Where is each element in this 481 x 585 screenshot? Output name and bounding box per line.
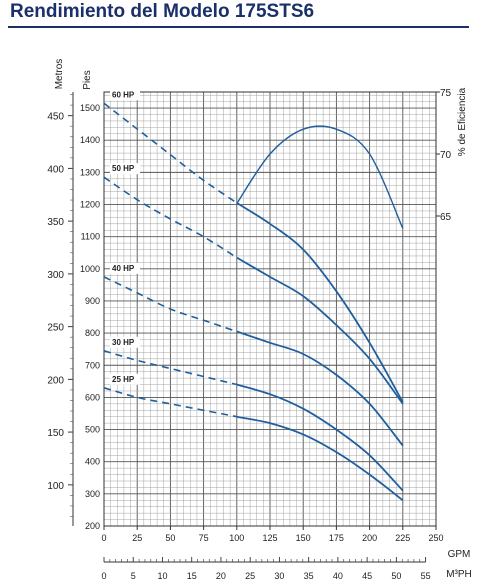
curve-label-60hp: 60 HP: [112, 90, 135, 99]
eff-tick-label: 70: [440, 150, 452, 161]
chart-title: Rendimiento del Modelo 175STS6: [10, 1, 315, 22]
meters-tick-label: 150: [47, 428, 64, 439]
curve-solid-25hp: [236, 415, 404, 502]
feet-tick-label: 700: [85, 360, 100, 370]
m3ph-tick-label: 45: [362, 571, 372, 581]
curve-solid-40hp: [236, 330, 404, 447]
grid-lines: [103, 92, 437, 527]
m3ph-tick-label: 55: [421, 571, 431, 581]
x-tick-label: 125: [262, 533, 277, 543]
m3ph-tick-label: 35: [304, 571, 314, 581]
feet-tick-label: 1300: [80, 167, 100, 177]
m3ph-tick-label: 40: [333, 571, 343, 581]
x-tick-label: 100: [229, 533, 244, 543]
curve-label-bg: [110, 89, 140, 101]
x-tick-label: 25: [132, 533, 142, 543]
m3ph-tick-label: 50: [391, 571, 401, 581]
m3ph-tick-label: 10: [157, 571, 167, 581]
meters-tick-label: 400: [47, 164, 64, 175]
y-axis-label-efficiency: % de Eficiencia: [457, 87, 468, 156]
feet-tick-label: 1500: [80, 103, 100, 113]
m3ph-tick-label: 5: [131, 571, 136, 581]
curve-label-bg: [110, 336, 140, 348]
m3ph-tick-label: 15: [187, 571, 197, 581]
curve-label-50hp: 50 HP: [112, 164, 135, 173]
m3ph-tick-label: 25: [245, 571, 255, 581]
curve-label-25hp: 25 HP: [112, 375, 135, 384]
curve-label-bg: [110, 373, 140, 385]
x-tick-label: 200: [362, 533, 377, 543]
feet-tick-label: 800: [85, 328, 100, 338]
y-axis-label-feet: Pies: [82, 70, 93, 89]
curve-dashed-60hp: [103, 102, 238, 204]
curve-solid-50hp: [236, 256, 404, 405]
curve-dashed-25hp: [103, 387, 237, 418]
x-tick-label: 225: [395, 533, 410, 543]
x-axis-label-m3ph: M³PH: [446, 569, 472, 580]
eff-tick-label: 75: [440, 88, 452, 99]
meters-tick-label: 100: [47, 481, 64, 492]
x-tick-label: 150: [296, 533, 311, 543]
meters-tick-label: 250: [47, 323, 64, 334]
x-tick-label: 75: [199, 533, 209, 543]
feet-tick-label: 900: [85, 296, 100, 306]
curve-solid-60hp: [236, 202, 404, 403]
feet-tick-label: 300: [85, 489, 100, 499]
curve-label-bg: [110, 163, 140, 175]
x-tick-label: 0: [101, 533, 106, 543]
x-tick-label: 50: [165, 533, 175, 543]
axes: 0 25 50 75 100 125 150 175 200 225 250200300400500…: [47, 88, 451, 581]
feet-tick-label: 400: [85, 457, 100, 467]
feet-tick-label: 1000: [80, 264, 100, 274]
meters-tick-label: 450: [47, 112, 64, 123]
m3ph-tick-label: 0: [101, 571, 106, 581]
curve-dashed-40hp: [103, 276, 238, 333]
m3ph-tick-label: 30: [274, 571, 284, 581]
y-axis-label-meters: Metros: [54, 59, 65, 90]
curve-dashed-50hp: [103, 176, 238, 259]
efficiency-curve-group: [236, 125, 404, 229]
curve-label-bg: [110, 262, 140, 274]
curve-solid-30hp: [236, 383, 404, 492]
meters-tick-label: 350: [47, 217, 64, 228]
head-curves: 60 HP 50 HP 40 HP 30 HP 25 HP: [103, 89, 404, 502]
eff-tick-label: 65: [440, 212, 452, 223]
meters-tick-label: 200: [47, 375, 64, 386]
x-tick-label: 175: [329, 533, 344, 543]
curve-label-40hp: 40 HP: [112, 264, 135, 273]
title-rule: [8, 26, 469, 28]
feet-tick-label: 1200: [80, 200, 100, 210]
m3ph-tick-label: 20: [216, 571, 226, 581]
curve-dashed-30hp: [103, 350, 237, 386]
axis-labels: GPM M³PH Metros Pies % de Eficiencia: [54, 59, 472, 580]
x-axis-label-gpm: GPM: [448, 549, 471, 560]
efficiency-curve: [236, 125, 404, 229]
feet-tick-label: 1100: [81, 232, 100, 242]
meters-tick-label: 300: [47, 270, 64, 281]
feet-tick-label: 200: [85, 521, 100, 531]
feet-tick-label: 1400: [80, 135, 100, 145]
x-tick-label: 250: [428, 533, 443, 543]
curve-label-30hp: 30 HP: [112, 338, 135, 347]
feet-tick-label: 500: [85, 425, 100, 435]
feet-tick-label: 600: [85, 392, 100, 402]
